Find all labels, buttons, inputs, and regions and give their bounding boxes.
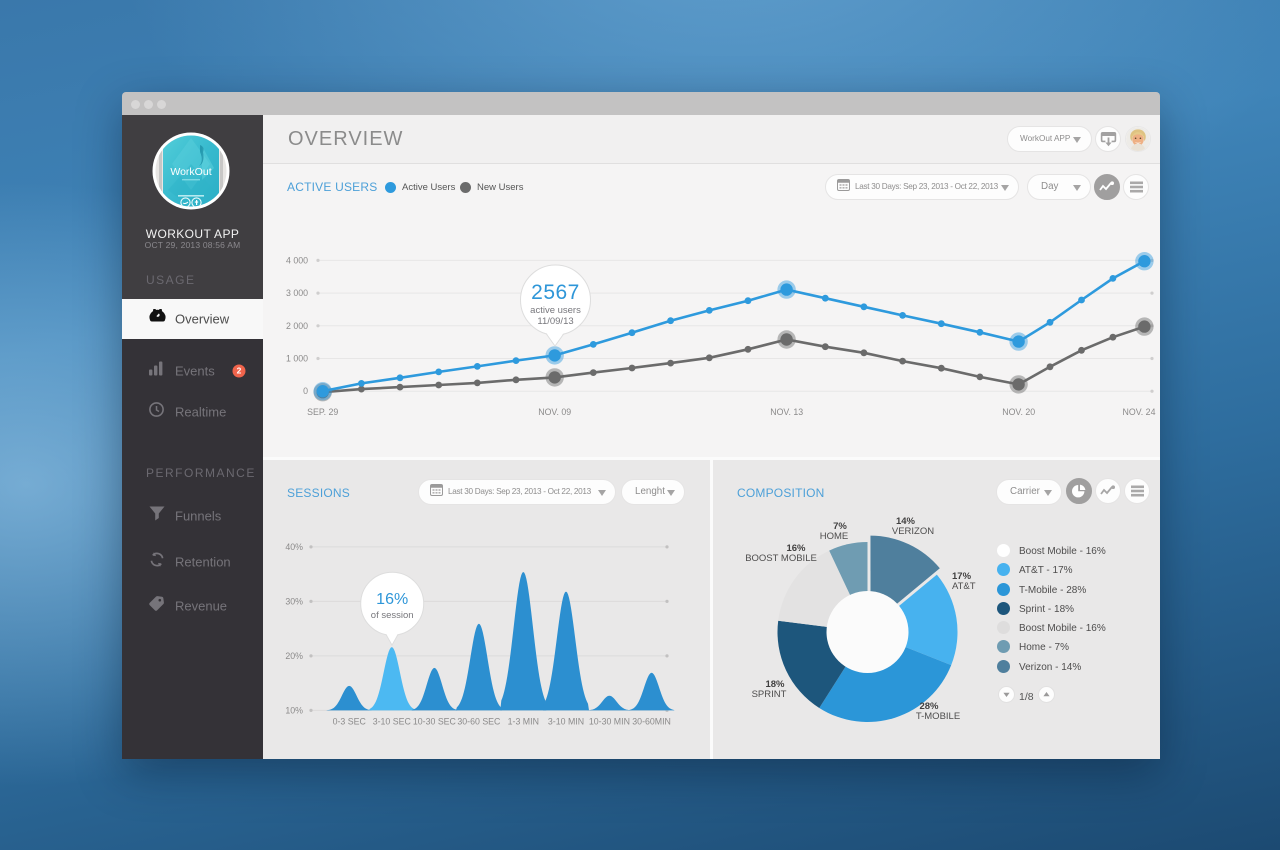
svg-text:4 000: 4 000: [286, 255, 308, 265]
svg-text:7%: 7%: [833, 521, 847, 532]
svg-text:VERIZON: VERIZON: [892, 526, 934, 537]
svg-text:0: 0: [303, 386, 308, 396]
svg-text:AT&T: AT&T: [952, 581, 976, 592]
svg-text:30-60 SEC: 30-60 SEC: [457, 716, 501, 726]
svg-text:WorkOut: WorkOut: [170, 166, 211, 178]
svg-text:16%: 16%: [376, 591, 408, 608]
svg-text:NOV. 09: NOV. 09: [538, 407, 571, 417]
svg-text:0-3 SEC: 0-3 SEC: [333, 716, 367, 726]
svg-text:10%: 10%: [285, 705, 303, 715]
svg-text:10-30 SEC: 10-30 SEC: [413, 716, 457, 726]
svg-text:NOV. 24: NOV. 24: [1123, 407, 1156, 417]
svg-text:40%: 40%: [285, 542, 303, 552]
svg-text:1 000: 1 000: [286, 354, 308, 364]
svg-text:NOV. 13: NOV. 13: [770, 407, 803, 417]
svg-text:SEP. 29: SEP. 29: [307, 407, 338, 417]
svg-text:3-10 SEC: 3-10 SEC: [373, 716, 412, 726]
svg-text:BOOST MOBILE: BOOST MOBILE: [745, 553, 817, 564]
svg-text:SPRINT: SPRINT: [752, 689, 787, 700]
svg-text:of session: of session: [371, 610, 414, 621]
svg-text:11/09/13: 11/09/13: [537, 316, 573, 327]
svg-text:20%: 20%: [285, 651, 303, 661]
svg-text:16%: 16%: [786, 543, 806, 554]
svg-text:17%: 17%: [952, 571, 972, 582]
svg-text:2567: 2567: [531, 281, 580, 304]
svg-text:30%: 30%: [285, 596, 303, 606]
svg-text:14%: 14%: [896, 516, 916, 527]
svg-text:3-10 MIN: 3-10 MIN: [548, 716, 584, 726]
svg-text:30-60MIN: 30-60MIN: [632, 716, 671, 726]
svg-text:1-3 MIN: 1-3 MIN: [508, 716, 539, 726]
svg-text:28%: 28%: [919, 701, 939, 712]
svg-text:T-MOBILE: T-MOBILE: [916, 711, 960, 722]
svg-text:HOME: HOME: [820, 531, 849, 542]
svg-text:NOV. 20: NOV. 20: [1002, 407, 1035, 417]
svg-text:active users: active users: [530, 305, 581, 316]
svg-text:10-30 MIN: 10-30 MIN: [589, 716, 630, 726]
svg-text:2 000: 2 000: [286, 321, 308, 331]
svg-text:18%: 18%: [765, 679, 785, 690]
svg-text:3 000: 3 000: [286, 288, 308, 298]
